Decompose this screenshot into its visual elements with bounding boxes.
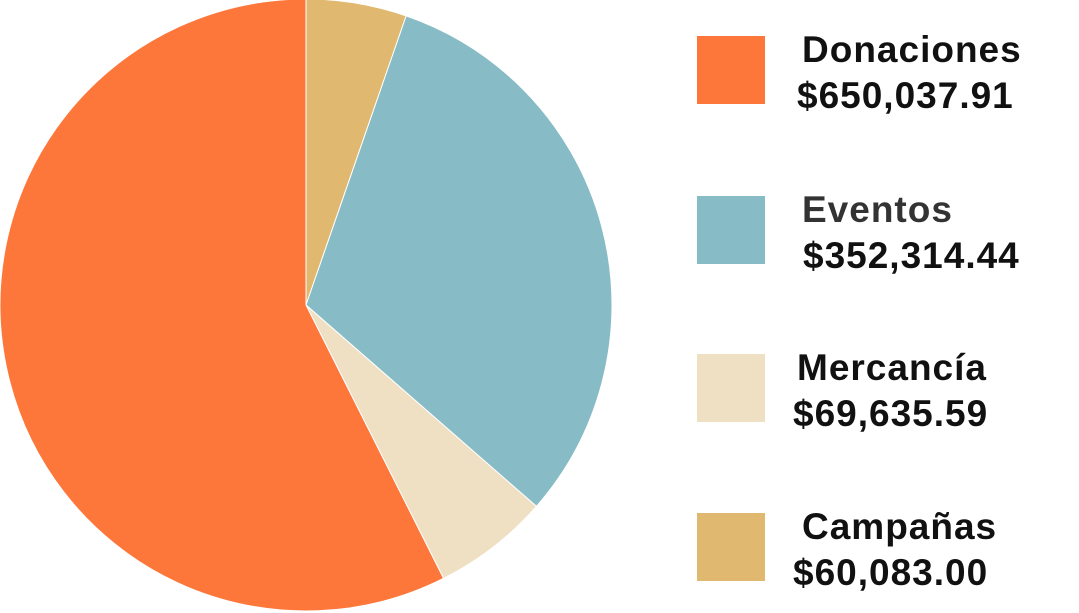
pie-slice-donaciones	[0, 0, 445, 612]
legend-value-donaciones: $650,037.91	[797, 75, 1014, 116]
legend-swatch-campanas	[697, 513, 765, 581]
legend-item-mercancia: Mercancía $69,635.59	[697, 347, 1077, 434]
legend-item-donaciones: Donaciones $650,037.91	[697, 29, 1077, 116]
legend-value-campanas: $60,083.00	[793, 552, 989, 593]
legend-label-campanas: Campañas	[802, 506, 998, 547]
legend-value-eventos: $352,314.44	[803, 235, 1020, 276]
legend-value-mercancia: $69,635.59	[793, 393, 989, 434]
pie-chart	[0, 0, 613, 612]
legend-item-eventos: Eventos $352,314.44	[697, 189, 1077, 276]
legend-item-campanas: Campañas $60,083.00	[697, 506, 1077, 593]
pie-slice-eventos	[305, 15, 613, 508]
legend-label-donaciones: Donaciones	[802, 29, 1022, 70]
legend-swatch-eventos	[697, 196, 765, 264]
legend-swatch-mercancia	[697, 354, 765, 422]
legend-label-mercancia: Mercancía	[797, 347, 987, 388]
pie-slice-mercancia	[305, 304, 538, 580]
legend-label-eventos: Eventos	[802, 189, 953, 230]
legend-swatch-donaciones	[697, 36, 765, 104]
